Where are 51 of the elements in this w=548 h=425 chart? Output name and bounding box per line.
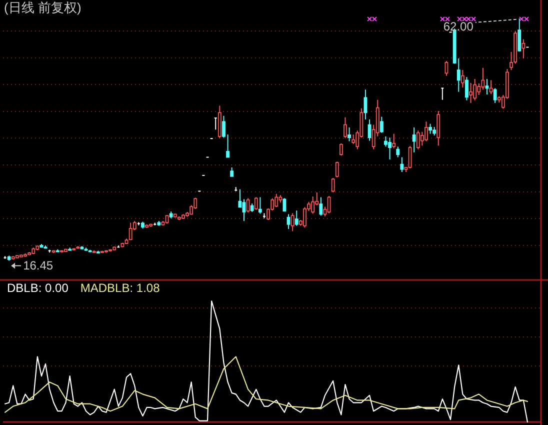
candlestick <box>128 222 132 241</box>
candlestick <box>489 80 493 94</box>
candlestick <box>477 82 481 96</box>
candlestick <box>319 196 323 216</box>
candlestick <box>396 146 400 158</box>
candlestick <box>416 130 420 150</box>
candlestick <box>485 78 489 95</box>
candlestick <box>408 146 412 169</box>
candlestick <box>282 198 286 212</box>
candlestick <box>493 88 497 104</box>
candlestick <box>392 133 396 149</box>
annotation: 16.45 <box>23 258 54 273</box>
candlestick <box>465 76 468 101</box>
candlestick <box>352 134 356 144</box>
candlestick <box>262 212 266 219</box>
candlestick <box>518 18 522 52</box>
candlestick <box>522 38 526 59</box>
candlestick <box>460 70 464 88</box>
candlestick <box>258 196 262 214</box>
candlestick <box>303 206 306 228</box>
candlestick <box>400 156 404 173</box>
candlestick <box>290 212 294 232</box>
chart-title: (日线 前复权) <box>4 0 82 15</box>
candlestick <box>473 78 477 101</box>
candlestick <box>388 137 392 160</box>
candlestick <box>384 136 388 148</box>
annotation: 62.00 <box>443 19 474 34</box>
candlestick <box>254 196 258 210</box>
candlestick <box>424 121 428 142</box>
candlestick <box>335 161 339 178</box>
candlestick <box>331 178 335 193</box>
candlestick <box>380 116 384 134</box>
candlestick <box>339 142 343 156</box>
candlestick <box>412 126 416 153</box>
candlestick <box>286 214 290 230</box>
candlestick <box>294 210 298 226</box>
candlestick <box>214 117 218 130</box>
candlestick <box>274 193 278 208</box>
candlestick <box>469 82 472 104</box>
candlestick <box>226 134 230 158</box>
candlestick <box>348 126 351 142</box>
candlestick <box>222 115 226 138</box>
candlestick <box>311 196 315 214</box>
candlestick <box>242 198 246 222</box>
candlestick <box>428 123 432 134</box>
candlestick <box>218 105 222 139</box>
candlestick <box>364 89 368 120</box>
series-names: DBLB: 0.00 MADBLB: 1.08 <box>7 281 160 295</box>
candlestick <box>344 116 347 139</box>
candlestick <box>440 88 444 100</box>
candlestick <box>436 110 440 146</box>
